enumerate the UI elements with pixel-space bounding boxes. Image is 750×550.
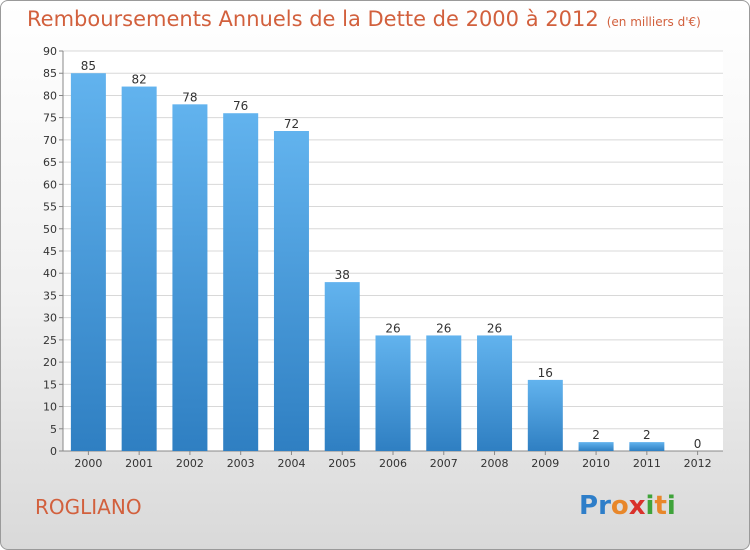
bar — [629, 442, 665, 451]
bar-value-label: 26 — [436, 321, 451, 335]
x-tick-label: 2004 — [277, 457, 305, 470]
x-tick-label: 2007 — [430, 457, 458, 470]
y-tick-label: 15 — [43, 378, 57, 391]
bar-value-label: 72 — [284, 117, 299, 131]
chart-title: Remboursements Annuels de la Dette de 20… — [27, 7, 701, 31]
logo-letter: i — [645, 491, 655, 521]
y-tick-label: 30 — [43, 312, 57, 325]
bar-value-label: 82 — [132, 73, 147, 87]
y-tick-label: 75 — [43, 112, 57, 125]
chart-title-text: Remboursements Annuels de la Dette de 20… — [27, 7, 599, 31]
x-tick-label: 2003 — [227, 457, 255, 470]
chart-unit: (en milliers d'€) — [606, 15, 701, 29]
y-tick-label: 40 — [43, 267, 57, 280]
logo-letter: i — [666, 491, 676, 521]
x-tick-label: 2012 — [684, 457, 712, 470]
x-tick-label: 2009 — [531, 457, 559, 470]
y-tick-label: 80 — [43, 89, 57, 102]
y-tick-label: 50 — [43, 223, 57, 236]
bar — [223, 113, 259, 451]
x-tick-label: 2010 — [582, 457, 610, 470]
x-tick-label: 2006 — [379, 457, 407, 470]
logo-letter: t — [654, 491, 667, 521]
logo-letter: r — [598, 491, 611, 521]
y-tick-label: 0 — [50, 445, 57, 458]
bar — [324, 282, 360, 451]
bar-value-label: 78 — [182, 90, 197, 104]
x-tick-label: 2008 — [481, 457, 509, 470]
bar — [172, 104, 208, 451]
bar — [375, 335, 411, 451]
bar — [426, 335, 462, 451]
y-tick-label: 55 — [43, 201, 57, 214]
bar-value-label: 26 — [385, 321, 400, 335]
bar-value-label: 76 — [233, 99, 248, 113]
bar — [121, 86, 157, 452]
logo-letter: x — [628, 491, 646, 521]
x-tick-label: 2011 — [633, 457, 661, 470]
x-tick-label: 2005 — [328, 457, 356, 470]
bar — [578, 442, 614, 451]
bar-value-label: 38 — [335, 268, 350, 282]
bar-value-label: 26 — [487, 321, 502, 335]
proxiti-logo: Proxiti — [579, 491, 676, 521]
bar — [273, 131, 309, 451]
y-tick-label: 35 — [43, 289, 57, 302]
y-tick-label: 45 — [43, 245, 57, 258]
y-tick-label: 20 — [43, 356, 57, 369]
x-tick-label: 2002 — [176, 457, 204, 470]
bar — [527, 379, 563, 451]
y-tick-label: 70 — [43, 134, 57, 147]
y-tick-label: 85 — [43, 67, 57, 80]
x-tick-label: 2001 — [125, 457, 153, 470]
y-tick-label: 25 — [43, 334, 57, 347]
x-tick-label: 2000 — [74, 457, 102, 470]
y-tick-label: 90 — [43, 45, 57, 58]
bar — [477, 335, 513, 451]
bar-value-label: 2 — [643, 428, 651, 442]
logo-letter: o — [610, 491, 629, 521]
bar — [70, 73, 106, 451]
y-tick-label: 65 — [43, 156, 57, 169]
commune-name: ROGLIANO — [35, 495, 142, 519]
bar-value-label: 0 — [694, 437, 702, 451]
bar-value-label: 85 — [81, 59, 96, 73]
y-tick-label: 5 — [50, 423, 57, 436]
y-tick-label: 10 — [43, 401, 57, 414]
bar-value-label: 16 — [538, 366, 553, 380]
y-tick-label: 60 — [43, 178, 57, 191]
logo-letter: P — [579, 491, 599, 521]
bar-value-label: 2 — [592, 428, 600, 442]
